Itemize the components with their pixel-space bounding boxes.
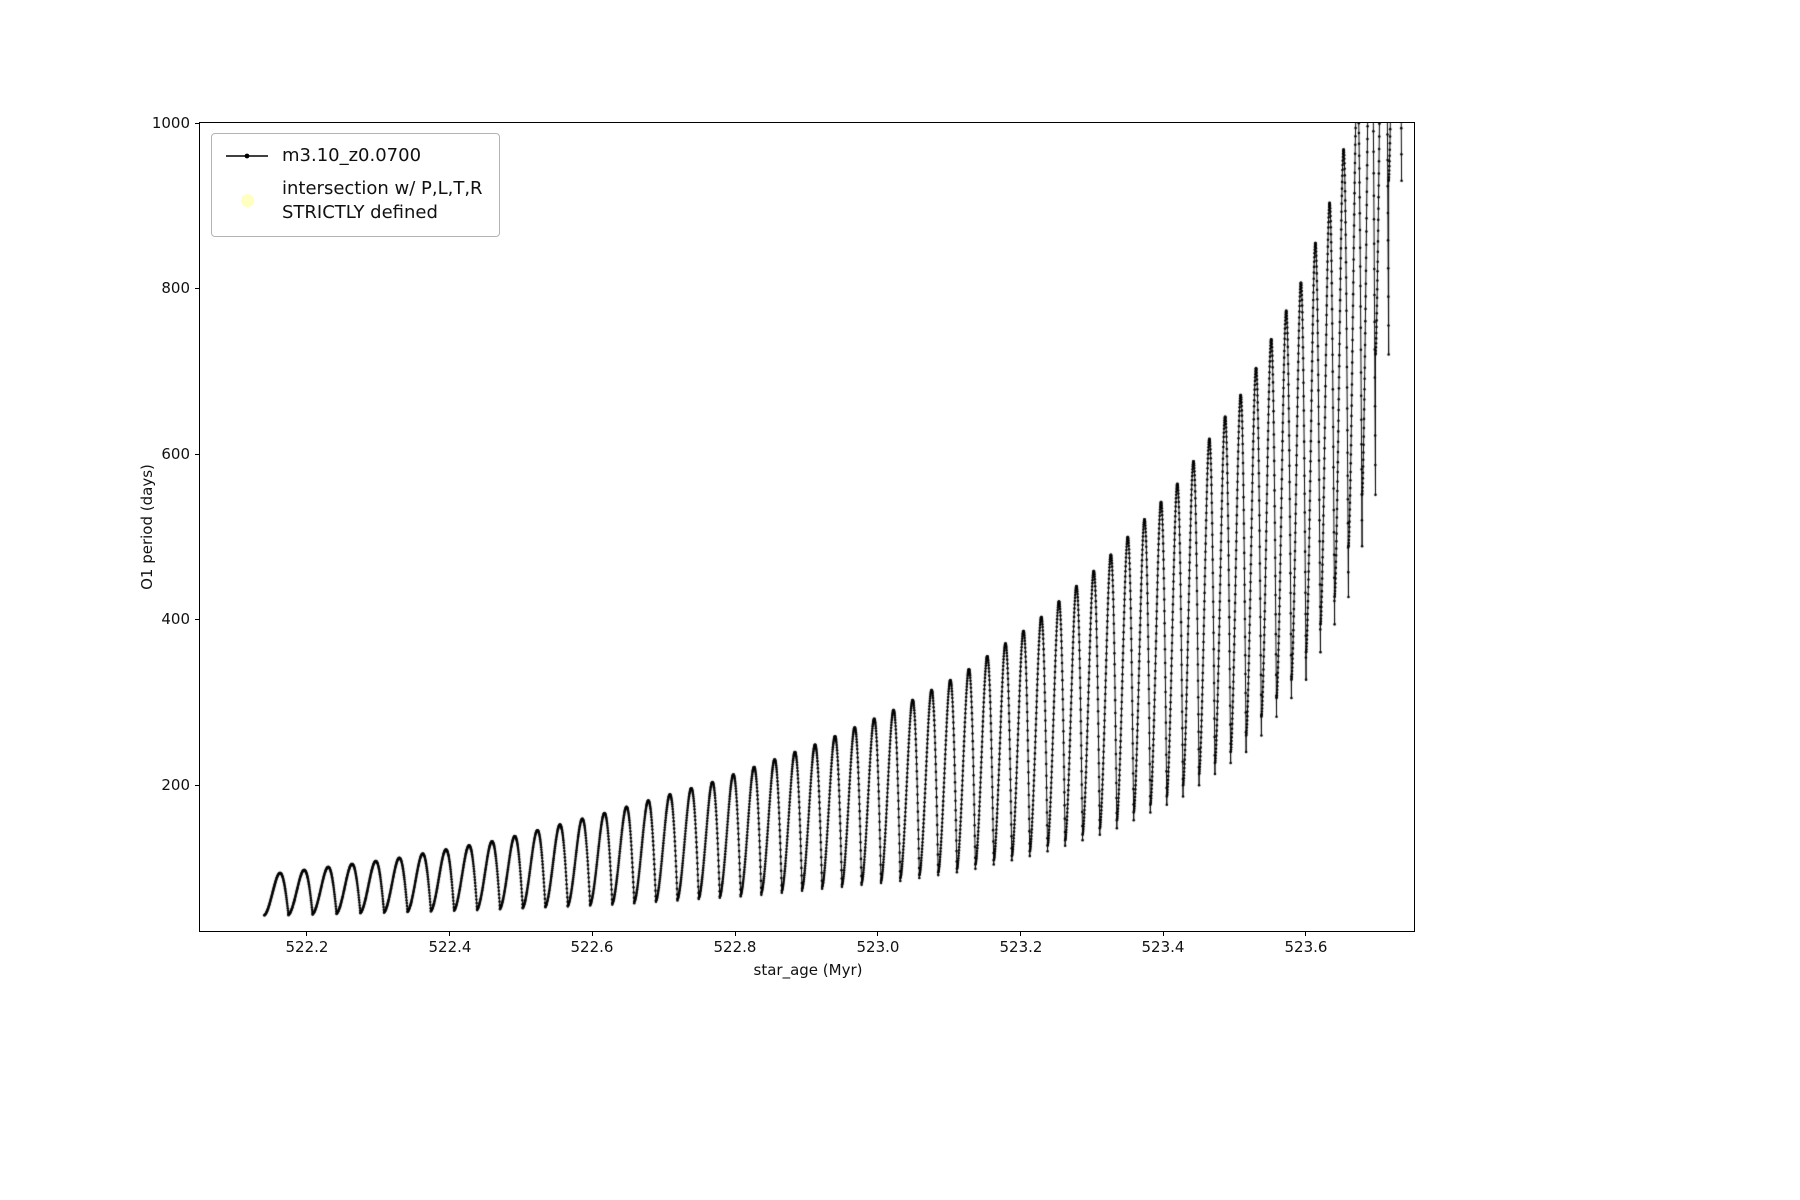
- legend-item-intersection: intersection w/ P,L,T,R STRICTLY defined: [224, 177, 483, 224]
- legend: m3.10_z0.0700 intersection w/ P,L,T,R ST…: [211, 133, 500, 238]
- y-tick-label: 200: [161, 776, 190, 794]
- x-tick-label: 523.0: [856, 938, 900, 956]
- y-tick-mark: [195, 619, 199, 620]
- x-tick-label: 522.6: [570, 938, 614, 956]
- plot-canvas: [200, 123, 1414, 931]
- x-tick-mark: [306, 932, 307, 936]
- x-tick-mark: [1020, 932, 1021, 936]
- intersection-dot-marker-icon: [224, 194, 270, 208]
- y-tick-mark: [195, 454, 199, 455]
- x-axis-label: star_age (Myr): [753, 961, 863, 979]
- legend-label-intersection: intersection w/ P,L,T,R STRICTLY defined: [282, 178, 483, 223]
- y-tick-label: 400: [161, 610, 190, 628]
- x-tick-label: 522.4: [428, 938, 472, 956]
- x-tick-mark: [877, 932, 878, 936]
- x-tick-label: 522.8: [713, 938, 757, 956]
- legend-label-series: m3.10_z0.0700: [282, 145, 422, 166]
- x-tick-mark: [735, 932, 736, 936]
- pale-yellow-dot-icon: [240, 194, 254, 208]
- x-tick-label: 523.2: [999, 938, 1043, 956]
- y-axis-label: O1 period (days): [138, 464, 156, 590]
- x-tick-mark: [449, 932, 450, 936]
- x-tick-label: 523.4: [1141, 938, 1185, 956]
- y-tick-label: 600: [161, 445, 190, 463]
- x-tick-label: 523.6: [1284, 938, 1328, 956]
- y-tick-label: 800: [161, 279, 190, 297]
- y-tick-mark: [195, 288, 199, 289]
- x-tick-mark: [592, 932, 593, 936]
- y-tick-mark: [195, 123, 199, 124]
- plot-frame: [199, 122, 1415, 932]
- legend-item-series: m3.10_z0.0700: [224, 144, 483, 167]
- x-tick-mark: [1305, 932, 1306, 936]
- x-tick-label: 522.2: [285, 938, 329, 956]
- line-dot-marker-icon: [224, 148, 270, 164]
- y-tick-mark: [195, 785, 199, 786]
- y-tick-label: 1000: [151, 114, 190, 132]
- x-tick-mark: [1163, 932, 1164, 936]
